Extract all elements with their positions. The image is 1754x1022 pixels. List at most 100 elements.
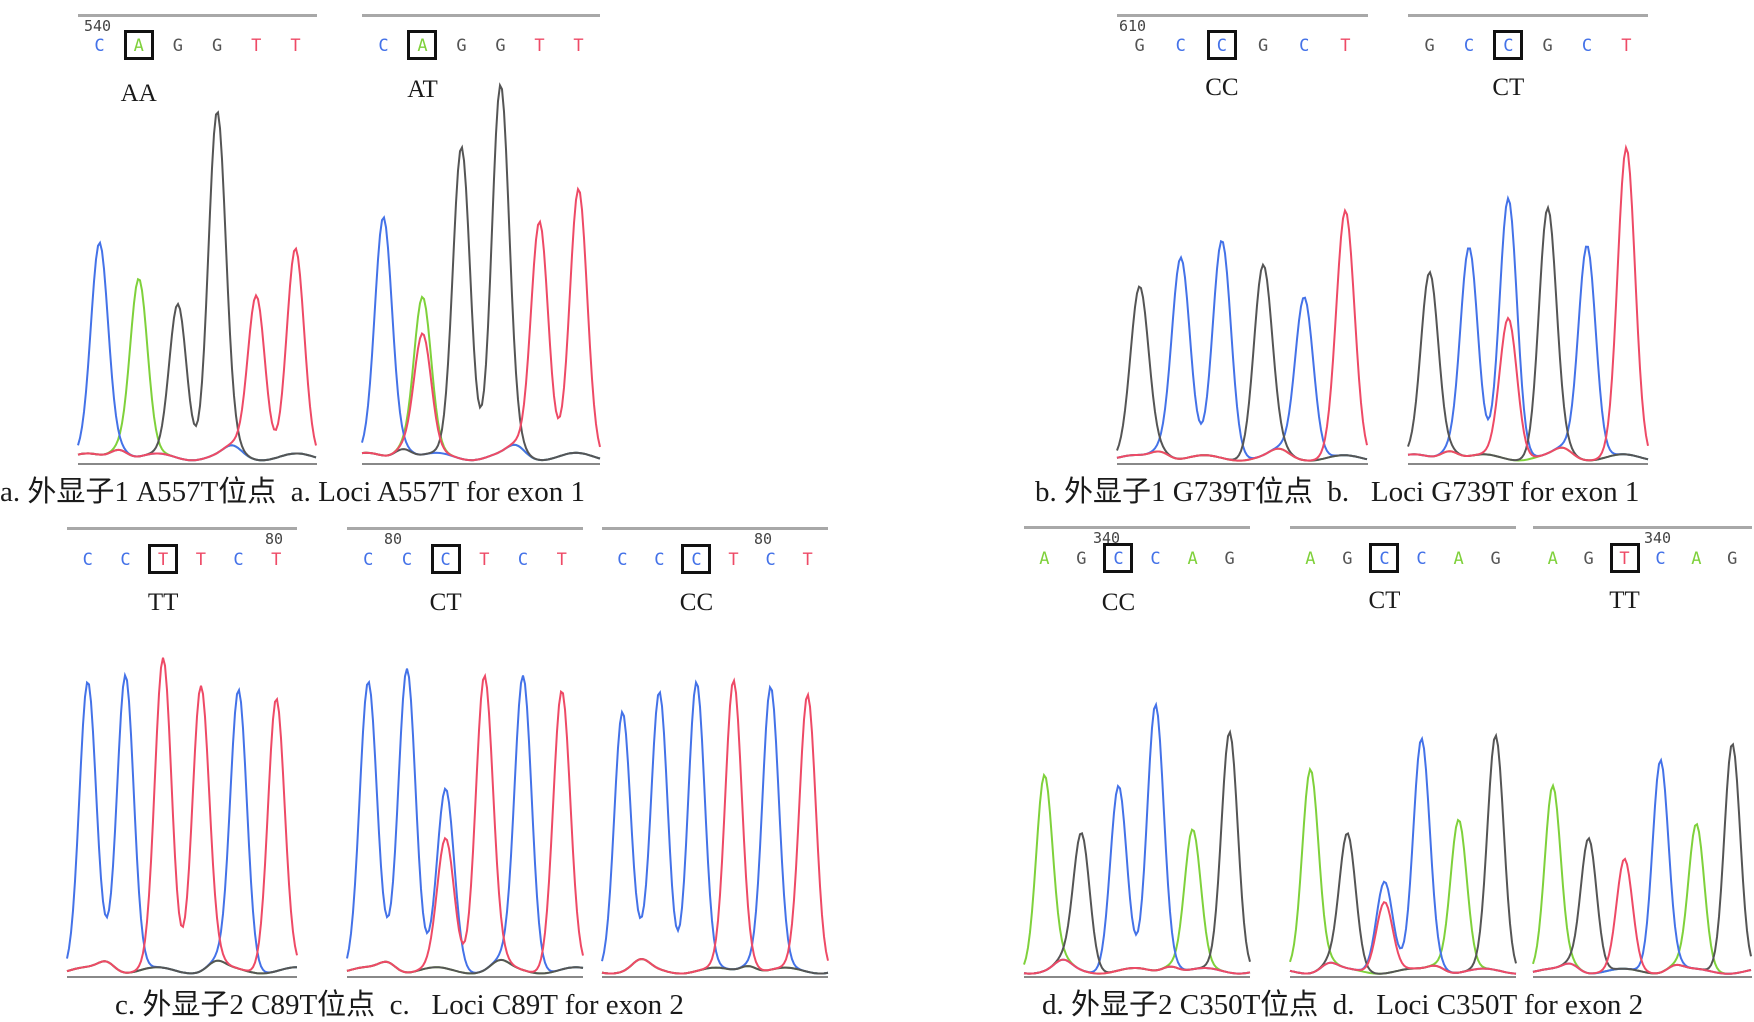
position-label: 340 [1093,529,1121,547]
base-call: G [1583,549,1594,569]
base-call: C [1175,36,1186,56]
base-call: A [133,36,144,56]
base-call: C [1581,36,1593,56]
trace-C-channel [1532,757,1752,975]
trace-A-channel [1023,772,1251,975]
base-call: C [82,550,93,570]
trace-G-channel [1023,729,1251,975]
base-call: A [1039,549,1050,569]
base-call: C [1299,36,1310,56]
trace-T-channel [361,186,601,462]
trace-C-channel [66,671,297,975]
base-call: G [456,36,467,56]
base-call: C [401,550,413,570]
snp-highlight-box [1369,543,1400,573]
trace-C-channel [1407,195,1649,461]
position-label: 610 [1119,17,1147,35]
base-call: G [1342,549,1353,569]
genotype-label: CC [1205,74,1239,101]
sequence-ruler [1408,14,1648,17]
base-call: A [1187,549,1198,569]
base-call: T [802,550,813,570]
genotype-label: TT [1609,587,1640,614]
genotype-label: CT [1368,587,1401,614]
genotype-label: AT [407,76,438,103]
base-call: C [517,550,529,570]
sequence-ruler [602,527,828,530]
base-call: C [378,36,389,56]
trace-T-channel [1532,857,1752,975]
trace-G-channel [1407,204,1649,462]
trace-T-channel [601,677,829,975]
base-call: T [556,550,567,570]
base-call: C [617,550,628,570]
genotype-label: CT [1492,74,1525,101]
sequence-ruler [1533,526,1752,529]
base-call: C [94,36,105,56]
position-label: 80 [754,530,773,548]
position-label: 540 [84,17,112,35]
base-call: T [728,550,739,570]
position-label: 80 [265,530,284,548]
snp-highlight-box [123,30,154,60]
base-call: C [1463,36,1475,56]
trace-T-channel [66,657,298,974]
trace-G-channel [1289,732,1517,975]
base-call: C [1503,36,1514,56]
base-call: G [1076,549,1087,569]
base-call: C [1416,549,1427,569]
trace-C-channel [77,240,317,462]
snp-highlight-box [1206,30,1237,60]
base-call: T [158,550,169,570]
base-call: G [1257,36,1269,56]
snp-highlight-box [681,544,712,574]
snp-highlight-box [1609,543,1640,573]
genotype-label: CT [429,589,462,616]
caption-c: c. 外显子2 C89T位点 c. Loci C89T for exon 2 [115,989,684,1021]
base-call: C [233,550,244,570]
base-call: G [1727,549,1738,569]
snp-highlight-box [430,544,461,574]
caption-a: a. 外显子1 A557T位点 a. Loci A557T for exon 1 [0,476,586,508]
base-call: A [1453,549,1464,569]
trace-C-channel [1023,701,1251,975]
base-call: G [1424,36,1435,56]
trace-G-channel [1116,262,1368,462]
trace-G-channel [361,82,601,462]
base-call: C [1379,549,1390,569]
sequence-ruler [1024,526,1250,529]
trace-C-channel [601,679,829,975]
base-call: C [440,550,451,570]
trace-T-channel [77,246,317,462]
genotype-label: AA [120,80,157,107]
sequence-ruler [362,14,600,17]
base-call: T [195,550,206,570]
position-label: 340 [1644,529,1672,547]
caption-d: d. 外显子2 C350T位点 d. Loci C350T for exon 2 [1042,989,1644,1021]
sequence-ruler [1290,526,1516,529]
base-call: A [1305,549,1316,569]
base-call: A [417,36,428,56]
caption-b: b. 外显子1 G739T位点 b. Loci G739T for exon 1 [1035,476,1640,508]
trace-T-channel [1289,900,1517,975]
trace-C-channel [1289,735,1517,975]
position-label: 80 [384,530,403,548]
trace-C-channel [1116,239,1368,461]
trace-C-channel [361,215,601,462]
base-call: T [573,36,584,56]
sequence-ruler [78,14,317,17]
snp-highlight-box [148,544,179,574]
trace-C-channel [346,668,584,974]
base-call: T [271,550,282,570]
snp-highlight-box [1103,543,1134,573]
trace-T-channel [1116,207,1368,462]
sequence-ruler [347,527,583,530]
base-call: G [211,36,223,56]
base-call: C [120,550,131,570]
base-call: G [1542,36,1553,56]
base-call: T [479,550,490,570]
base-call: G [172,36,184,56]
trace-A-channel [1532,782,1752,975]
base-call: C [765,550,776,570]
base-call: T [1621,36,1632,56]
